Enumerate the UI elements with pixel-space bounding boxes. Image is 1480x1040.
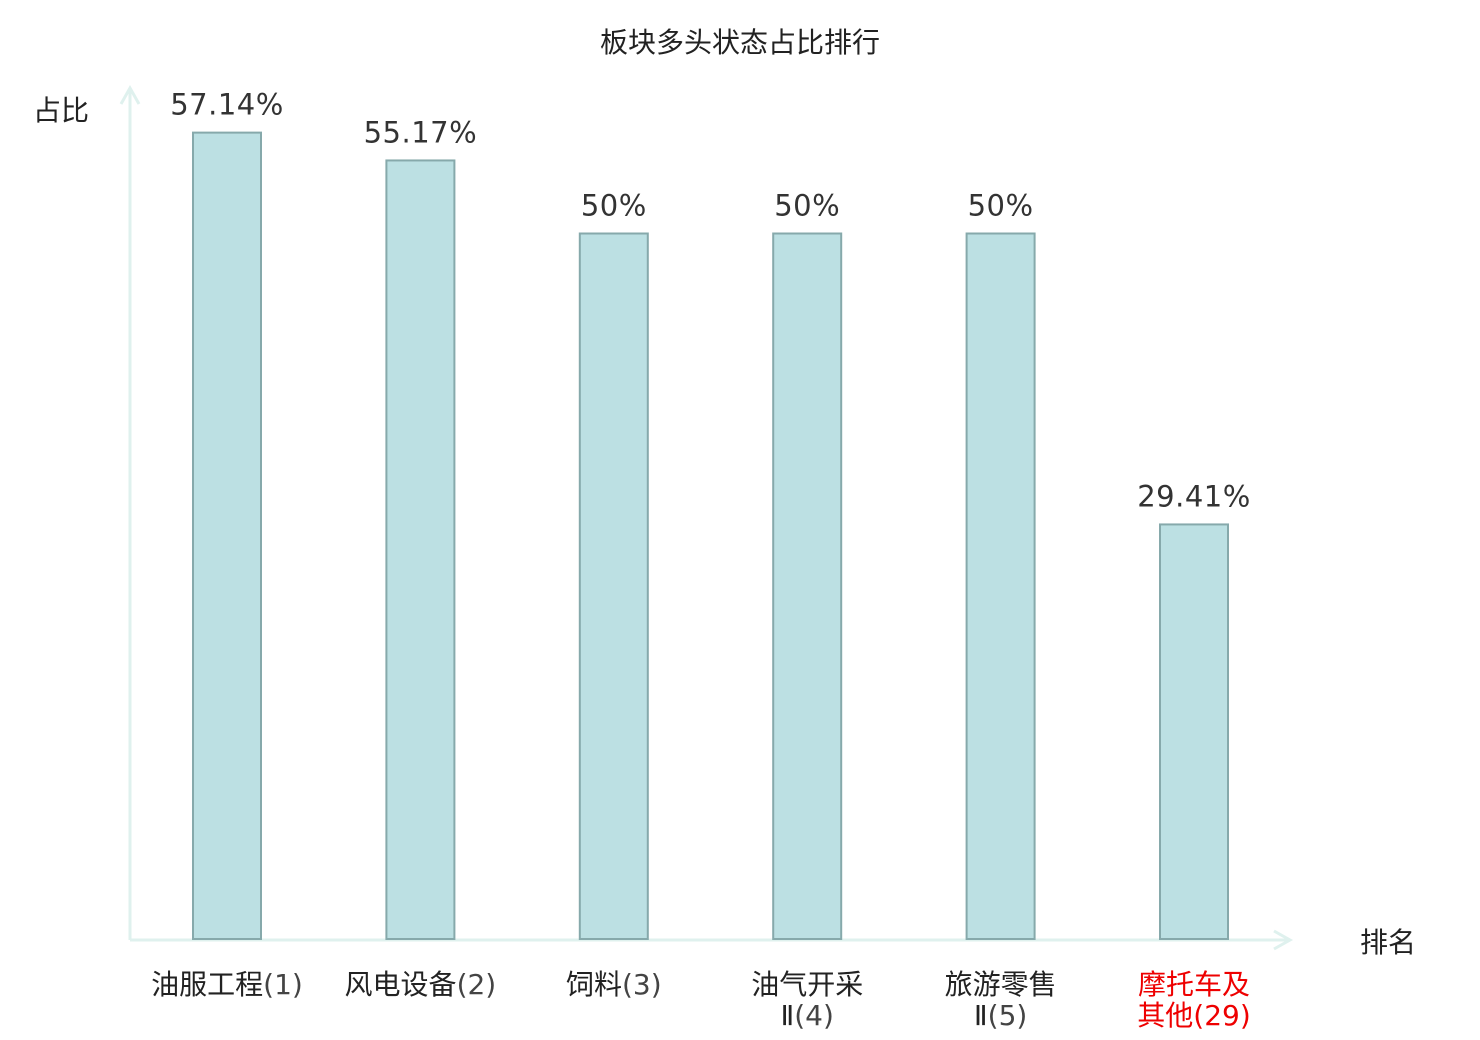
x-tick-label-4: 油气开采 Ⅱ(4) <box>751 968 863 1032</box>
x-tick-label-2: 风电设备(2) <box>345 968 497 1001</box>
bar-6 <box>1159 523 1229 940</box>
value-label-1: 57.14% <box>170 88 284 122</box>
bars-group <box>192 131 1229 941</box>
x-axis-arrow <box>1273 929 1294 951</box>
bar-3 <box>578 232 649 940</box>
bar-1 <box>192 131 262 940</box>
x-tick-label-6: 摩托车及其他(29) <box>1137 968 1251 1032</box>
value-label-5: 50% <box>968 189 1034 223</box>
axes <box>119 84 1294 951</box>
value-label-2: 55.17% <box>364 115 478 149</box>
x-tick-labels-group: 油服工程(1) 风电设备(2) 饲料(3) 油气开采 Ⅱ(4) 旅游零售 Ⅱ(5) 摩托车及其… <box>151 968 1251 1032</box>
bar-2 <box>385 159 456 941</box>
value-label-6: 29.41% <box>1137 479 1251 513</box>
bar-5 <box>965 232 1036 940</box>
y-axis-arrow <box>119 84 141 105</box>
value-label-4: 50% <box>774 189 840 223</box>
value-labels-group: 57.14% 55.17% 50% 50% 50% 29.41% <box>170 88 1251 514</box>
x-tick-label-5: 旅游零售 Ⅱ(5) <box>945 968 1057 1032</box>
value-label-3: 50% <box>581 189 647 223</box>
x-axis-label: 排名 <box>1360 926 1416 959</box>
y-axis-label: 占比 <box>33 94 89 127</box>
bar-4 <box>772 232 843 940</box>
x-tick-label-3: 饲料(3) <box>566 968 662 1001</box>
x-tick-label-1: 油服工程(1) <box>151 968 303 1001</box>
chart-title: 板块多头状态占比排行 <box>600 26 880 59</box>
